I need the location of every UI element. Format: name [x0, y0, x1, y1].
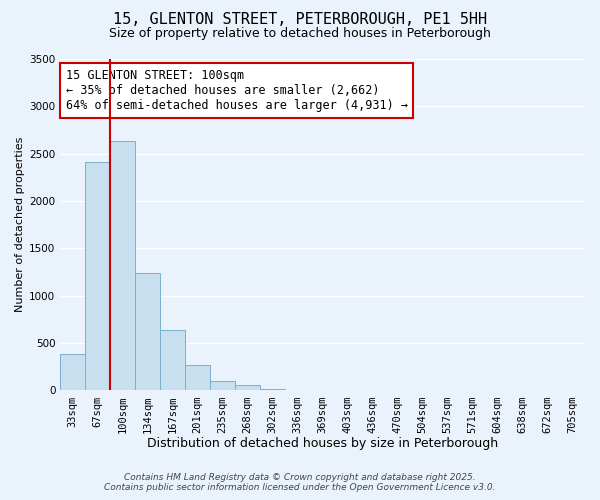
Text: 15, GLENTON STREET, PETERBOROUGH, PE1 5HH: 15, GLENTON STREET, PETERBOROUGH, PE1 5H… [113, 12, 487, 28]
Bar [210, 381, 235, 390]
Y-axis label: Number of detached properties: Number of detached properties [15, 137, 25, 312]
Bar [135, 273, 160, 390]
Text: Size of property relative to detached houses in Peterborough: Size of property relative to detached ho… [109, 28, 491, 40]
Bar [60, 354, 85, 391]
Bar [260, 389, 285, 390]
Bar [235, 386, 260, 390]
Text: 15 GLENTON STREET: 100sqm
← 35% of detached houses are smaller (2,662)
64% of se: 15 GLENTON STREET: 100sqm ← 35% of detac… [65, 69, 407, 112]
Bar [160, 330, 185, 390]
Bar [185, 365, 210, 390]
Bar [85, 162, 110, 390]
X-axis label: Distribution of detached houses by size in Peterborough: Distribution of detached houses by size … [147, 437, 498, 450]
Bar [110, 142, 135, 390]
Text: Contains HM Land Registry data © Crown copyright and database right 2025.
Contai: Contains HM Land Registry data © Crown c… [104, 473, 496, 492]
